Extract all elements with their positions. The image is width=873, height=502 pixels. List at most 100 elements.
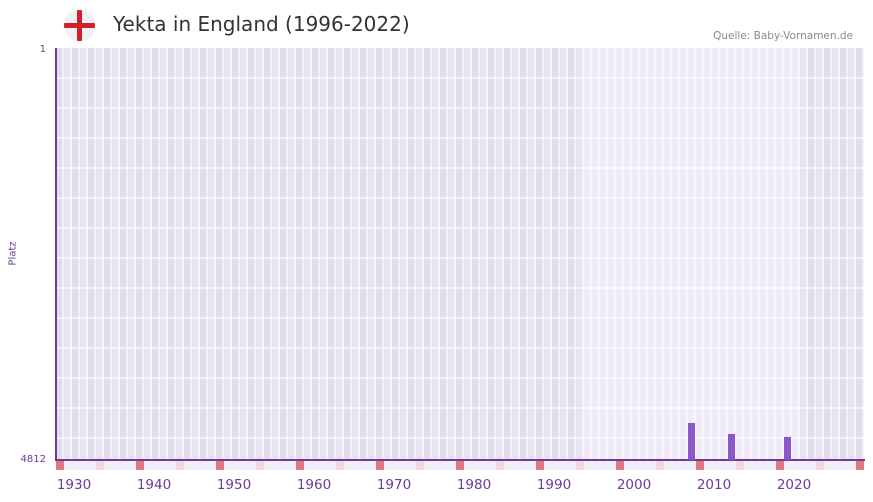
grid-column — [536, 48, 544, 460]
year-tick — [216, 461, 224, 470]
grid-column — [856, 48, 864, 460]
year-tick — [760, 461, 768, 470]
grid-column — [608, 48, 616, 460]
y-tick-bottom: 4812 — [20, 454, 46, 465]
year-tick — [536, 461, 544, 470]
grid-column — [216, 48, 224, 460]
grid-column — [792, 48, 800, 460]
year-tick — [664, 461, 672, 470]
grid-column — [264, 48, 272, 460]
grid-row-line — [56, 197, 864, 199]
year-tick — [56, 461, 64, 470]
year-tick — [728, 461, 736, 470]
year-tick — [480, 461, 488, 470]
grid-column — [304, 48, 312, 460]
grid-column — [232, 48, 240, 460]
year-tick — [80, 461, 88, 470]
y-axis-title: Platz — [7, 241, 19, 266]
grid-column — [696, 48, 704, 460]
year-tick — [816, 461, 824, 470]
grid-column — [128, 48, 136, 460]
year-tick — [128, 461, 136, 470]
year-tick — [192, 461, 200, 470]
grid-column — [512, 48, 520, 460]
year-tick — [168, 461, 176, 470]
year-tick — [720, 461, 728, 470]
grid-column — [288, 48, 296, 460]
grid-column — [64, 48, 72, 460]
grid-column — [680, 48, 688, 460]
x-tick-label: 1940 — [136, 477, 172, 493]
grid-row-line — [56, 137, 864, 139]
year-tick — [576, 461, 584, 470]
year-tick — [496, 461, 504, 470]
year-tick — [288, 461, 296, 470]
year-tick — [848, 461, 856, 470]
grid-column — [208, 48, 216, 460]
grid-column — [736, 48, 744, 460]
grid-column — [280, 48, 288, 460]
year-tick — [528, 461, 536, 470]
source-link[interactable]: Quelle: Baby-Vornamen.de — [713, 30, 853, 42]
year-tick — [616, 461, 624, 470]
x-tick-label: 1930 — [56, 477, 92, 493]
bar-2009[interactable] — [688, 423, 695, 460]
year-tick — [776, 461, 784, 470]
year-tick — [688, 461, 696, 470]
year-tick — [328, 461, 336, 470]
chart-title: Yekta in England (1996-2022) — [113, 12, 410, 36]
year-tick — [440, 461, 448, 470]
grid-row-line — [56, 407, 864, 409]
grid-column — [712, 48, 720, 460]
grid-column — [80, 48, 88, 460]
grid-column — [256, 48, 264, 460]
year-tick — [784, 461, 792, 470]
grid-column — [688, 48, 696, 460]
grid-column — [528, 48, 536, 460]
year-tick — [392, 461, 400, 470]
year-tick — [768, 461, 776, 470]
year-tick — [696, 461, 704, 470]
grid-column — [352, 48, 360, 460]
grid-column — [384, 48, 392, 460]
grid-column — [432, 48, 440, 460]
grid-column — [456, 48, 464, 460]
bar-2021[interactable] — [784, 437, 791, 460]
year-tick — [416, 461, 424, 470]
x-tick-label: 2000 — [616, 477, 652, 493]
year-tick — [96, 461, 104, 470]
year-tick — [160, 461, 168, 470]
grid-column — [728, 48, 736, 460]
grid-column — [552, 48, 560, 460]
grid-column — [776, 48, 784, 460]
bar-2014[interactable] — [728, 434, 735, 460]
year-tick — [72, 461, 80, 470]
grid-row-line — [56, 377, 864, 379]
grid-column — [568, 48, 576, 460]
grid-column — [752, 48, 760, 460]
x-tick-label: 2010 — [696, 477, 732, 493]
grid-column — [720, 48, 728, 460]
grid-column — [152, 48, 160, 460]
year-tick — [712, 461, 720, 470]
year-tick — [312, 461, 320, 470]
grid-column — [56, 48, 64, 460]
grid-column — [832, 48, 840, 460]
year-tick — [64, 461, 72, 470]
grid-column — [416, 48, 424, 460]
grid-column — [840, 48, 848, 460]
grid-row-line — [56, 317, 864, 319]
grid-column — [448, 48, 456, 460]
year-tick — [432, 461, 440, 470]
grid-row-line — [56, 437, 864, 439]
grid-column — [816, 48, 824, 460]
grid-column — [88, 48, 96, 460]
year-tick — [384, 461, 392, 470]
x-tick-label: 1950 — [216, 477, 252, 493]
grid-row-line — [56, 77, 864, 79]
grid-column — [760, 48, 768, 460]
grid-column — [440, 48, 448, 460]
x-tick-label: 1970 — [376, 477, 412, 493]
grid-column — [616, 48, 624, 460]
grid-column — [328, 48, 336, 460]
